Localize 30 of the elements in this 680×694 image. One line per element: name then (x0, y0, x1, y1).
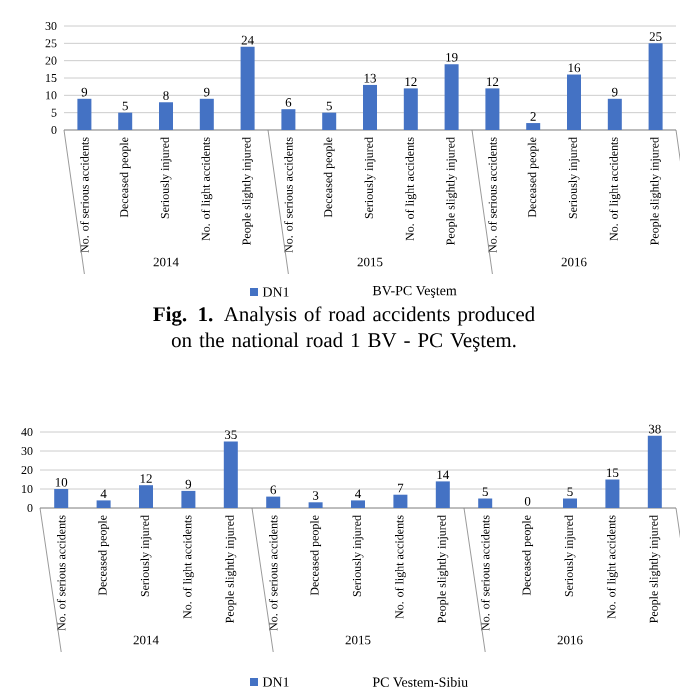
bar (223, 441, 238, 508)
bar (118, 112, 133, 130)
bar (563, 498, 578, 508)
bar (393, 494, 408, 508)
bar (54, 489, 69, 508)
bar (647, 435, 662, 508)
bar (526, 123, 541, 130)
bar (607, 98, 622, 130)
bar (351, 500, 365, 508)
bar (444, 64, 459, 130)
bar (322, 112, 337, 130)
bar (159, 102, 173, 130)
bar (485, 88, 500, 130)
bar (199, 98, 214, 130)
bar (240, 46, 255, 130)
bar (435, 481, 450, 508)
bar (96, 500, 111, 508)
bar (77, 98, 92, 130)
bar (648, 43, 663, 130)
bar (139, 485, 153, 508)
bar (266, 496, 281, 508)
bar (478, 498, 493, 508)
bar (567, 74, 581, 130)
bar (605, 479, 620, 508)
bar (281, 109, 296, 130)
bar (308, 502, 323, 508)
text: Fig. 1. Analysis of road accidents produced on the national road 1 BV - PC Veştem. (153, 306, 535, 352)
bar (181, 490, 196, 508)
bar (403, 88, 418, 130)
bar (363, 84, 377, 130)
